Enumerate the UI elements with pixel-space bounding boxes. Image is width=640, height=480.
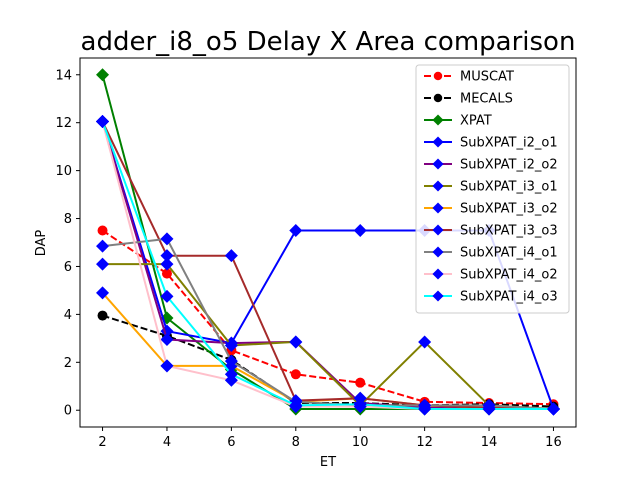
legend-box: [415, 64, 570, 314]
y-tick-label: 10: [55, 164, 72, 179]
data-point-SubXPAT_i3_o1-12: [418, 335, 432, 349]
data-point-SubXPAT_i4_o3-12: [418, 402, 432, 416]
series-layer: [96, 68, 560, 416]
legend-label: SubXPAT_i3_o1: [460, 180, 558, 195]
legend-marker: [432, 114, 444, 126]
legend-label: SubXPAT_i2_o1: [460, 136, 558, 151]
x-tick-label: 8: [292, 435, 300, 450]
series-line-SubXPAT_i4_o1: [102, 237, 554, 410]
x-tick-label: 16: [545, 435, 562, 450]
legend-marker: [433, 71, 443, 81]
legend-item-SubXPAT_i3_o1: SubXPAT_i3_o1: [424, 180, 558, 195]
legend-label: SubXPAT_i4_o1: [460, 246, 558, 261]
legend-item-MUSCAT: MUSCAT: [424, 70, 514, 85]
y-axis-label: DAP: [34, 230, 49, 257]
data-point-SubXPAT_i2_o1-8: [289, 224, 303, 238]
data-point-SubXPAT_i3_o1-4: [160, 257, 174, 271]
legend-label: SubXPAT_i4_o2: [460, 268, 558, 283]
data-point-MUSCAT-8: [290, 369, 301, 380]
legend-item-SubXPAT_i4_o1: SubXPAT_i4_o1: [424, 246, 558, 261]
data-point-SubXPAT_i3_o1-6: [224, 339, 238, 353]
axes-layer: 2 4 6 8 10 12 14 16 0 2 4 6 8 10 12 14: [55, 57, 577, 450]
legend-item-SubXPAT_i2_o2: SubXPAT_i2_o2: [424, 158, 558, 173]
legend: MUSCAT MECALS XPAT SubXPAT_i2_o1 SubXPAT_i2_…: [415, 64, 570, 314]
data-point-SubXPAT_i4_o3-6: [224, 367, 238, 381]
x-tick-label: 4: [163, 435, 171, 450]
legend-marker: [432, 136, 444, 148]
y-tick-label: 0: [64, 404, 72, 419]
legend-label: XPAT: [460, 114, 492, 129]
data-point-SubXPAT_i4_o3-4: [160, 289, 174, 303]
series-line-SubXPAT_i3_o3: [101, 121, 554, 410]
legend-item-SubXPAT_i2_o1: SubXPAT_i2_o1: [424, 136, 558, 151]
y-tick-label: 14: [55, 68, 72, 83]
y-tick-label: 8: [64, 212, 72, 227]
data-point-SubXPAT_i4_o2-4: [160, 359, 174, 373]
y-tick-label: 2: [64, 356, 72, 371]
legend-item-SubXPAT_i4_o2: SubXPAT_i4_o2: [424, 268, 558, 283]
data-point-SubXPAT_i4_o1-2: [96, 239, 110, 253]
x-tick-label: 10: [352, 435, 369, 450]
data-point-SubXPAT_i2_o2-4: [160, 333, 174, 347]
data-point-SubXPAT_i3_o3-6: [224, 249, 238, 263]
series-SubXPAT_i4_o3: [96, 114, 560, 416]
legend-label: SubXPAT_i4_o3: [460, 290, 558, 305]
data-point-SubXPAT_i3_o3-4: [160, 249, 174, 263]
data-point-SubXPAT_i4_o3-2: [96, 114, 110, 128]
y-tick-label: 6: [64, 260, 72, 275]
legend-item-XPAT: XPAT: [424, 114, 492, 129]
data-point-SubXPAT_i3_o2-2: [96, 286, 110, 300]
x-tick-label: 2: [98, 435, 106, 450]
legend-marker: [432, 158, 444, 170]
series-line-SubXPAT_i4_o3: [101, 121, 554, 410]
legend-item-SubXPAT_i4_o3: SubXPAT_i4_o3: [424, 290, 558, 305]
legend-item-SubXPAT_i3_o3: SubXPAT_i3_o3: [424, 224, 558, 239]
legend-label: SubXPAT_i3_o3: [460, 224, 558, 239]
legend-marker: [432, 180, 444, 192]
series-line-MUSCAT: [101, 229, 554, 406]
data-point-SubXPAT_i3_o1-2: [96, 257, 110, 271]
x-tick-label: 12: [416, 435, 433, 450]
data-point-MECALS-2: [97, 310, 108, 321]
legend-marker: [432, 246, 444, 258]
legend-label: SubXPAT_i3_o2: [460, 202, 558, 217]
data-point-MUSCAT-10: [355, 377, 366, 388]
data-point-MUSCAT-4: [161, 268, 172, 279]
data-point-SubXPAT_i4_o3-14: [482, 402, 496, 416]
data-point-XPAT-2: [96, 68, 110, 82]
legend-marker: [432, 202, 444, 214]
chart-title: adder_i8_o5 Delay X Area comparison: [81, 27, 576, 57]
data-point-SubXPAT_i4_o1-4: [160, 232, 174, 246]
x-tick-label: 14: [481, 435, 498, 450]
legend-label: SubXPAT_i2_o2: [460, 158, 558, 173]
x-axis-label: ET: [320, 455, 336, 470]
legend-label: MUSCAT: [460, 70, 514, 85]
data-point-SubXPAT_i4_o3-16: [546, 402, 560, 416]
legend-marker: [432, 224, 444, 236]
legend-item-MECALS: MECALS: [424, 92, 513, 107]
data-point-SubXPAT_i3_o1-8: [289, 335, 303, 349]
y-tick-label: 12: [55, 116, 72, 131]
legend-marker: [432, 268, 444, 280]
legend-marker: [433, 93, 443, 103]
legend-label: MECALS: [460, 92, 513, 107]
y-tick-label: 4: [64, 308, 72, 323]
data-point-SubXPAT_i4_o1-6: [224, 354, 238, 368]
data-point-SubXPAT_i2_o1-10: [353, 224, 367, 238]
data-point-SubXPAT_i4_o3-10: [353, 397, 367, 411]
x-tick-label: 6: [227, 435, 235, 450]
legend-marker: [432, 290, 444, 302]
axes-frame: [79, 57, 577, 428]
legend-item-SubXPAT_i3_o2: SubXPAT_i3_o2: [424, 202, 558, 217]
series-line-SubXPAT_i3_o1: [102, 263, 554, 410]
data-point-SubXPAT_i4_o3-8: [289, 398, 303, 412]
data-point-MUSCAT-2: [97, 225, 108, 236]
